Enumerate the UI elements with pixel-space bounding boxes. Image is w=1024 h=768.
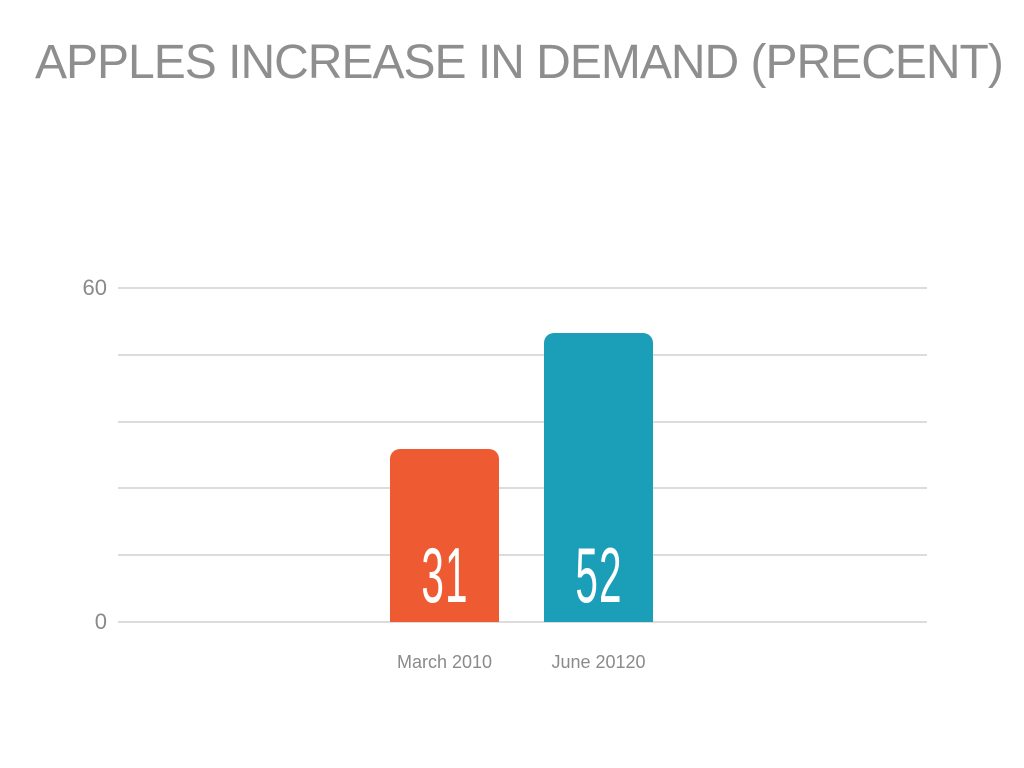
y-tick-label: 0 (94, 609, 107, 634)
bar-march-2010: 31 (390, 449, 499, 622)
gridline (118, 287, 927, 289)
bar-value-label: 31 (420, 531, 469, 619)
gridline (118, 554, 927, 557)
x-axis-label: June 20120 (551, 652, 646, 672)
x-axis-label: March 2010 (396, 652, 493, 672)
gridline (118, 621, 927, 623)
bar-june-20120: 52 (544, 332, 653, 622)
plot-area: 31 52 (118, 287, 927, 623)
y-tick-label: 60 (82, 275, 107, 300)
bar-value-label: 52 (574, 531, 623, 619)
chart-title: APPLES INCREASE IN DEMAND (PRECENT) (35, 36, 1004, 89)
gridline (118, 420, 927, 423)
gridline (118, 487, 927, 490)
gridline (118, 353, 927, 356)
